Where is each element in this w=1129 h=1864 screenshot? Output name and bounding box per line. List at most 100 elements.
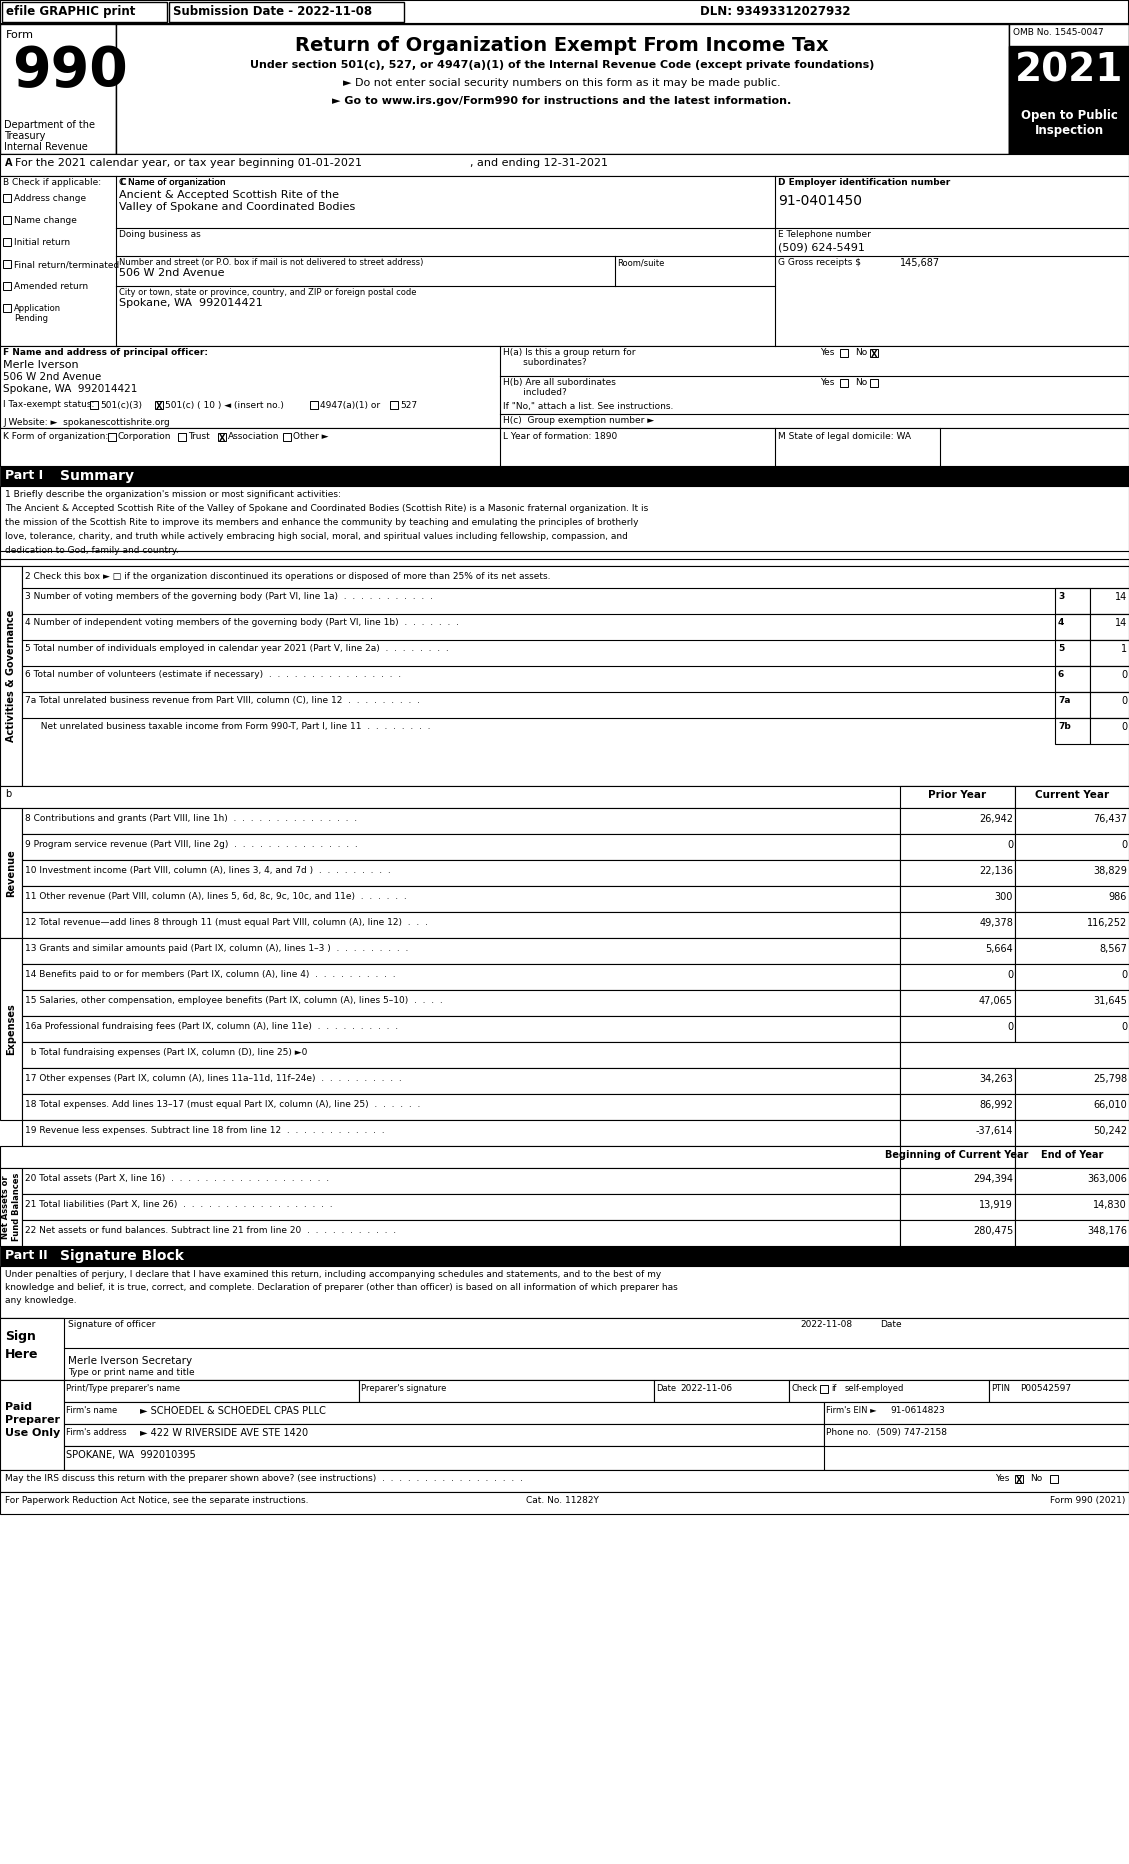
Bar	[1015, 1169, 1129, 1195]
Bar	[900, 833, 1015, 859]
Text: 14,830: 14,830	[1093, 1200, 1127, 1210]
Text: 2022-11-06: 2022-11-06	[680, 1383, 732, 1392]
Text: Form: Form	[6, 30, 34, 39]
Text: Check: Check	[791, 1383, 817, 1392]
Bar	[21, 911, 900, 938]
Bar	[218, 432, 226, 442]
Text: 116,252: 116,252	[1087, 917, 1127, 928]
Bar	[900, 1146, 1015, 1169]
Text: included?: included?	[504, 388, 567, 397]
Bar	[0, 429, 1129, 466]
Text: Expenses: Expenses	[6, 1003, 16, 1055]
Text: 501(c) ( 10 ) ◄ (insert no.): 501(c) ( 10 ) ◄ (insert no.)	[165, 401, 283, 410]
Text: knowledge and belief, it is true, correct, and complete. Declaration of preparer: knowledge and belief, it is true, correc…	[5, 1282, 677, 1292]
Text: 10 Investment income (Part VIII, column (A), lines 3, 4, and 7d )  .  .  .  .  .: 10 Investment income (Part VIII, column …	[25, 867, 391, 874]
Bar	[900, 1068, 1015, 1094]
Text: 25,798: 25,798	[1093, 1074, 1127, 1085]
Bar	[0, 347, 1129, 429]
Text: 34,263: 34,263	[979, 1074, 1013, 1085]
Text: Doing business as: Doing business as	[119, 229, 201, 239]
Bar	[1089, 692, 1129, 718]
Text: 3 Number of voting members of the governing body (Part VI, line 1a)  .  .  .  . : 3 Number of voting members of the govern…	[25, 593, 432, 600]
Bar	[0, 155, 1129, 175]
Bar	[900, 1042, 1129, 1068]
Text: Sign
Here: Sign Here	[5, 1331, 38, 1361]
Text: Name of organization: Name of organization	[125, 177, 226, 186]
Text: 363,006: 363,006	[1087, 1174, 1127, 1184]
Text: For the 2021 calendar year, or tax year beginning 01-01-2021: For the 2021 calendar year, or tax year …	[15, 158, 362, 168]
Text: G Gross receipts $: G Gross receipts $	[778, 257, 861, 267]
Bar	[21, 885, 900, 911]
Bar	[900, 859, 1015, 885]
Text: 66,010: 66,010	[1093, 1100, 1127, 1109]
Text: 2022-11-08: 2022-11-08	[800, 1320, 852, 1329]
Text: 49,378: 49,378	[979, 917, 1013, 928]
Text: C Name of organization: C Name of organization	[119, 177, 226, 186]
Bar	[824, 1402, 1129, 1424]
Bar	[0, 1266, 1129, 1318]
Text: For Paperwork Reduction Act Notice, see the separate instructions.: For Paperwork Reduction Act Notice, see …	[5, 1497, 308, 1504]
Text: 47,065: 47,065	[979, 995, 1013, 1007]
Bar	[3, 281, 11, 291]
Text: ► Go to www.irs.gov/Form990 for instructions and the latest information.: ► Go to www.irs.gov/Form990 for instruct…	[332, 97, 791, 106]
Text: Type or print name and title: Type or print name and title	[68, 1368, 194, 1377]
Text: Firm's address: Firm's address	[65, 1428, 126, 1437]
Bar	[21, 1094, 900, 1120]
Bar	[1009, 24, 1129, 155]
Text: 0: 0	[1007, 969, 1013, 980]
Bar	[0, 1169, 21, 1245]
Text: dedication to God, family and country.: dedication to God, family and country.	[5, 546, 178, 555]
Text: Activities & Governance: Activities & Governance	[6, 610, 16, 742]
Text: ► 422 W RIVERSIDE AVE STE 1420: ► 422 W RIVERSIDE AVE STE 1420	[140, 1428, 308, 1437]
Text: Yes: Yes	[820, 349, 834, 358]
Text: 31,645: 31,645	[1093, 995, 1127, 1007]
Bar	[21, 807, 900, 833]
Bar	[1015, 787, 1129, 807]
Bar	[870, 378, 878, 388]
Bar	[21, 833, 900, 859]
Text: Address change: Address change	[14, 194, 86, 203]
Text: Firm's name: Firm's name	[65, 1405, 117, 1415]
Text: Current Year: Current Year	[1035, 790, 1109, 800]
Bar	[21, 1068, 900, 1094]
Text: Submission Date - 2022-11-08: Submission Date - 2022-11-08	[173, 6, 373, 19]
Bar	[0, 787, 1129, 807]
Text: H(a) Is this a group return for: H(a) Is this a group return for	[504, 349, 636, 358]
Bar	[3, 239, 11, 246]
Text: End of Year: End of Year	[1041, 1150, 1103, 1159]
Text: 348,176: 348,176	[1087, 1227, 1127, 1236]
Bar	[1015, 1094, 1129, 1120]
Text: Paid
Preparer
Use Only: Paid Preparer Use Only	[5, 1402, 60, 1439]
Text: 8 Contributions and grants (Part VIII, line 1h)  .  .  .  .  .  .  .  .  .  .  .: 8 Contributions and grants (Part VIII, l…	[25, 815, 357, 824]
Bar	[900, 938, 1015, 964]
Text: 14: 14	[1114, 619, 1127, 628]
Bar	[310, 401, 318, 408]
Text: 0: 0	[1007, 841, 1013, 850]
Text: City or town, state or province, country, and ZIP or foreign postal code: City or town, state or province, country…	[119, 289, 417, 296]
Text: Name change: Name change	[14, 216, 77, 226]
Text: 1: 1	[1121, 643, 1127, 654]
Text: Form 990 (2021): Form 990 (2021)	[1050, 1497, 1124, 1504]
Text: 21 Total liabilities (Part X, line 26)  .  .  .  .  .  .  .  .  .  .  .  .  .  .: 21 Total liabilities (Part X, line 26) .…	[25, 1200, 333, 1210]
Text: 2021: 2021	[1015, 52, 1123, 89]
Bar	[178, 432, 186, 442]
Text: 12 Total revenue—add lines 8 through 11 (must equal Part VIII, column (A), line : 12 Total revenue—add lines 8 through 11 …	[25, 917, 428, 926]
Bar	[900, 990, 1015, 1016]
Bar	[64, 1424, 824, 1446]
Bar	[1015, 1221, 1129, 1245]
Bar	[1015, 1120, 1129, 1146]
Text: 19 Revenue less expenses. Subtract line 18 from line 12  .  .  .  .  .  .  .  . : 19 Revenue less expenses. Subtract line …	[25, 1126, 385, 1135]
Bar	[824, 1424, 1129, 1446]
Text: 14 Benefits paid to or for members (Part IX, column (A), line 4)  .  .  .  .  . : 14 Benefits paid to or for members (Part…	[25, 969, 395, 979]
Bar	[0, 175, 1129, 347]
Bar	[64, 1446, 824, 1471]
Text: Application
Pending: Application Pending	[14, 304, 61, 322]
Bar	[1009, 47, 1129, 104]
Text: Signature Block: Signature Block	[60, 1249, 184, 1264]
Bar	[900, 807, 1015, 833]
Text: 8,567: 8,567	[1100, 943, 1127, 954]
Text: 5: 5	[1058, 643, 1065, 652]
Text: Cat. No. 11282Y: Cat. No. 11282Y	[526, 1497, 598, 1504]
Bar	[900, 1094, 1015, 1120]
Text: 38,829: 38,829	[1093, 867, 1127, 876]
